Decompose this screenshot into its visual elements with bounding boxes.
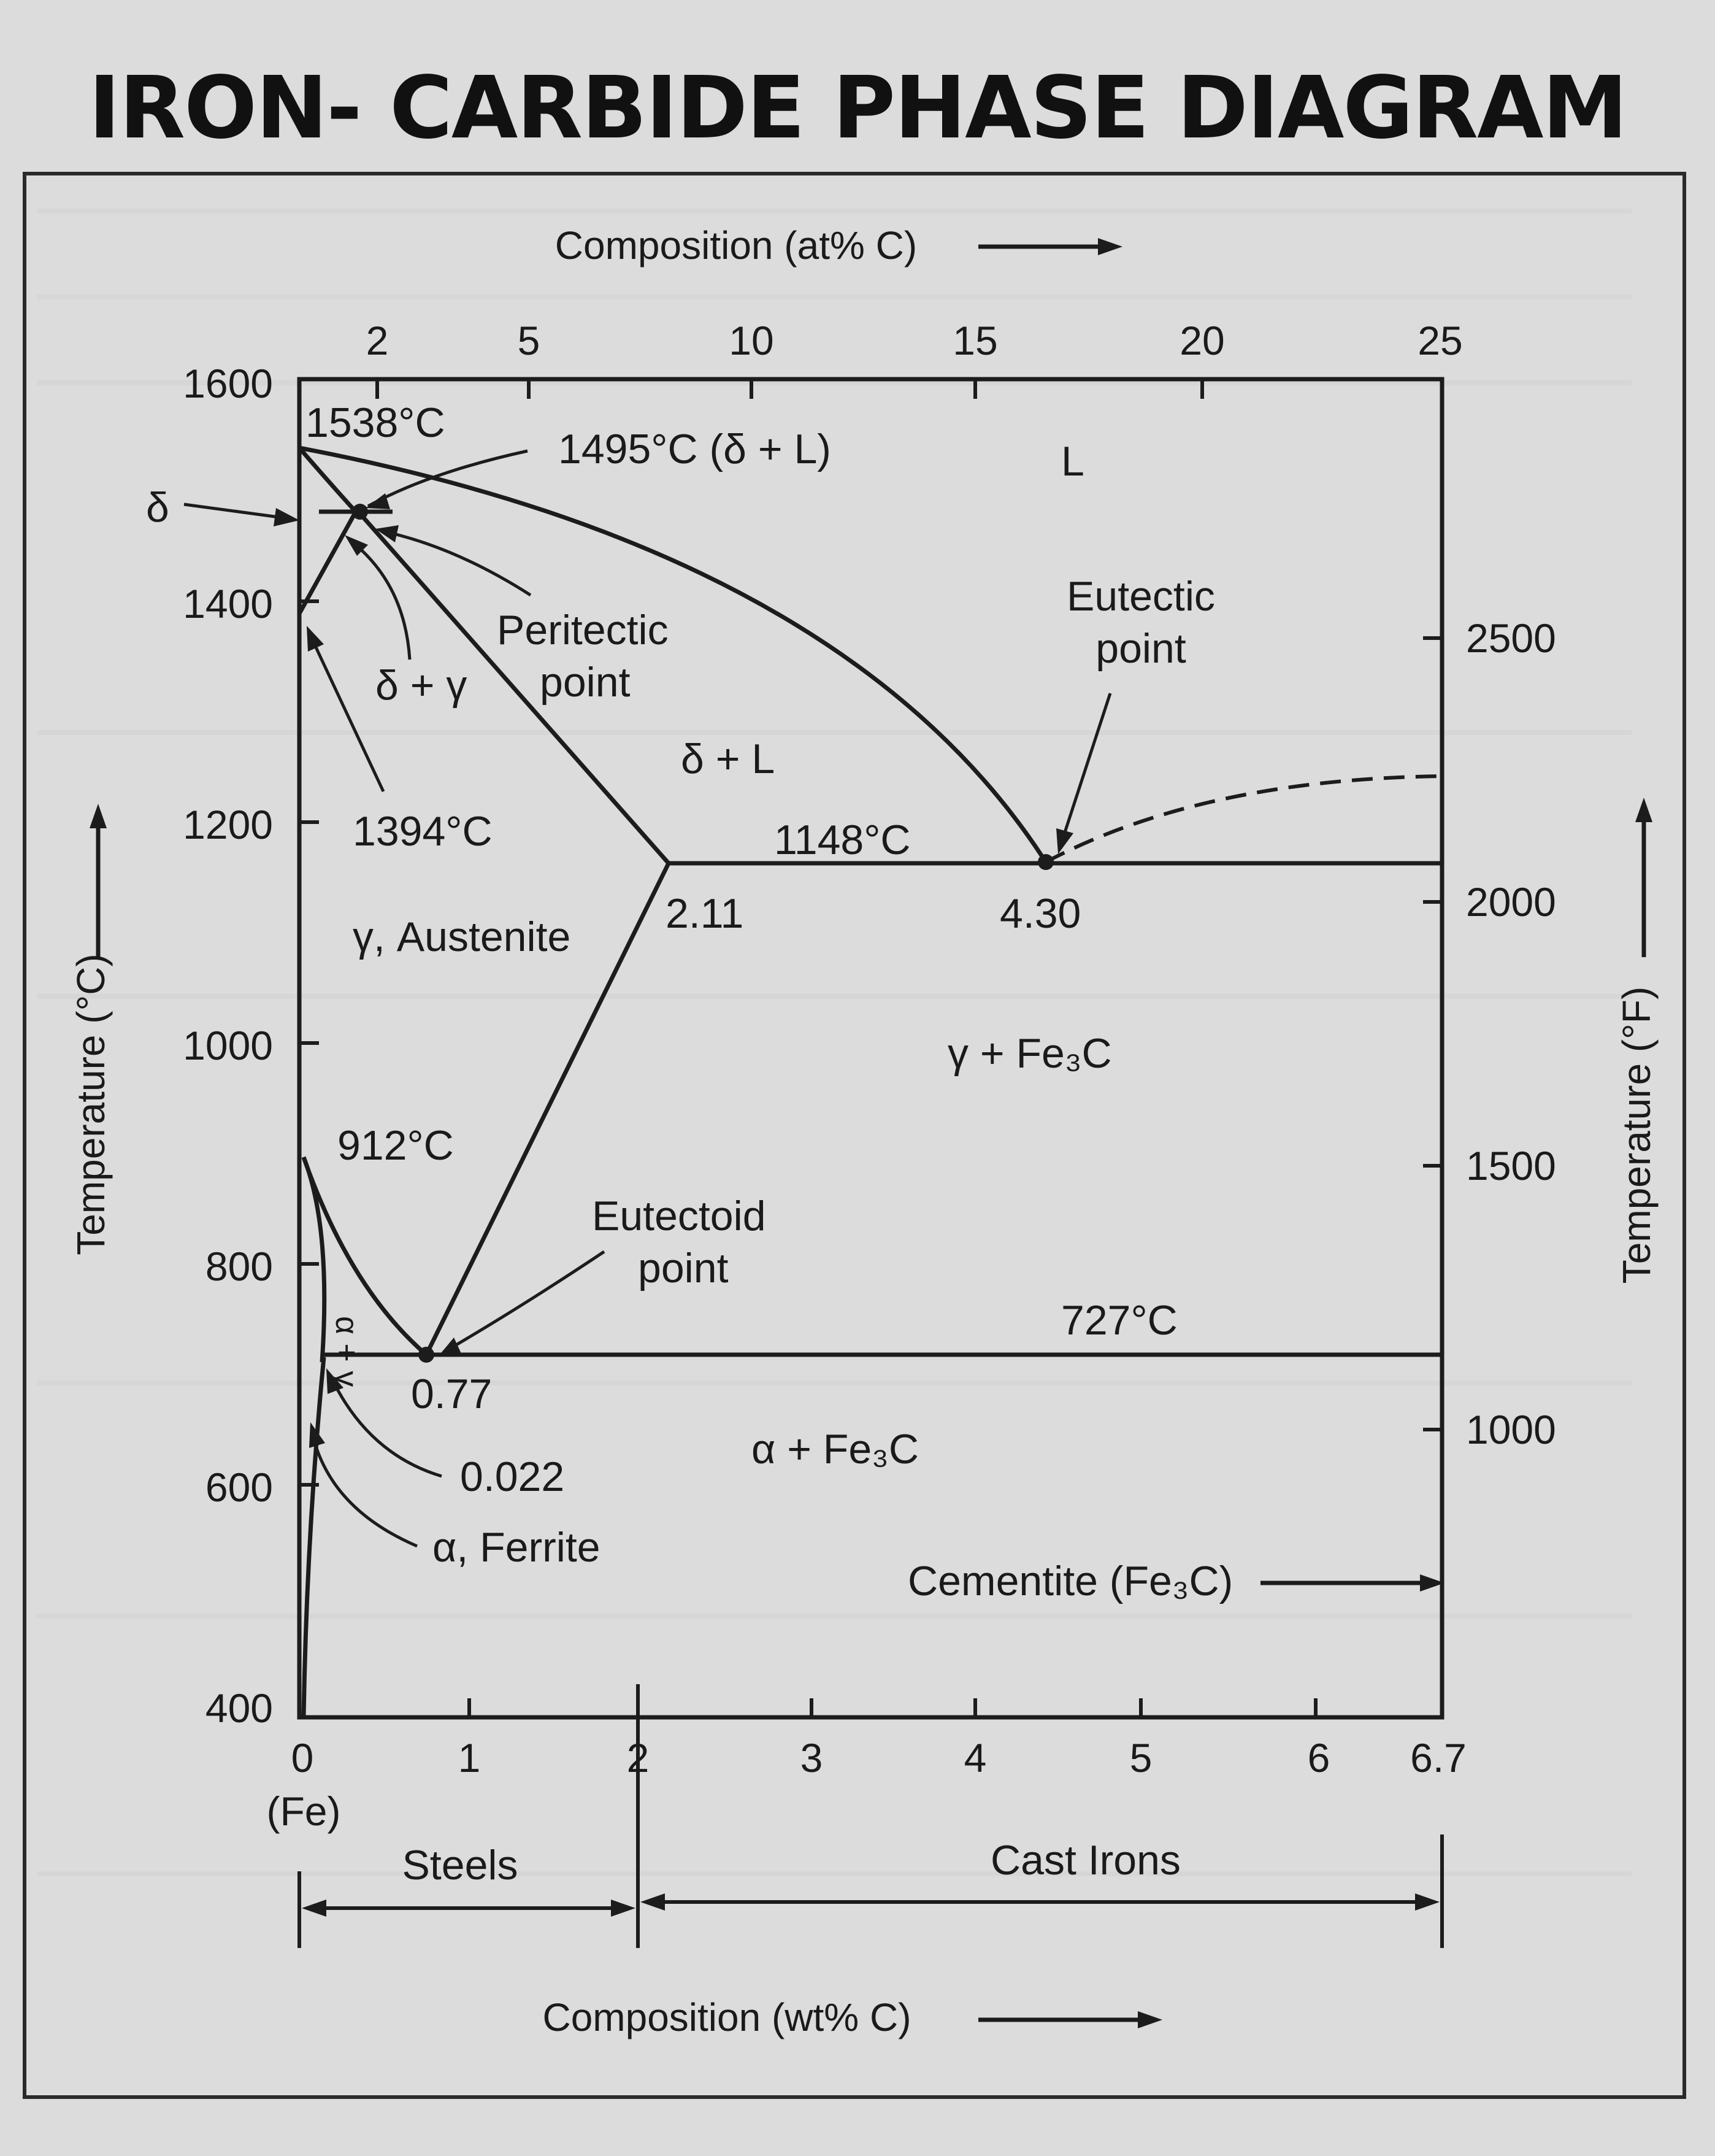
left-tick-800: 800 — [205, 1244, 273, 1289]
a3-line — [301, 1156, 428, 1357]
phase-boundaries — [297, 445, 1442, 1718]
ferrite-solvus — [301, 1357, 326, 1718]
right-tick-2500: 2500 — [1466, 615, 1556, 661]
label-2-11: 2.11 — [666, 890, 743, 937]
label-727: 727°C — [1061, 1297, 1178, 1344]
range-arrowheads — [302, 1893, 1440, 1917]
acm-line — [424, 862, 671, 1356]
label-delta-gamma: δ + γ — [375, 662, 467, 709]
label-0-022: 0.022 — [460, 1453, 564, 1500]
liquidus-line — [299, 445, 1048, 863]
gamma-solidus — [357, 510, 670, 865]
cast-irons-label: Cast Irons — [991, 1837, 1181, 1884]
top-tick-10: 10 — [729, 318, 773, 363]
top-tick-25: 25 — [1418, 318, 1462, 363]
delta-solidus — [297, 446, 358, 514]
bottom-sub-fe: (Fe) — [267, 1788, 341, 1834]
top-tick-2: 2 — [366, 318, 389, 363]
left-tick-1600: 1600 — [183, 361, 273, 406]
cementite-arrow — [1260, 1574, 1445, 1592]
bottom-axis-label: Composition (wt% C) — [542, 1995, 911, 2039]
eutectoid-dot — [418, 1347, 434, 1363]
label-eutectoid-1: Eutectoid — [592, 1193, 766, 1239]
left-axis-ticks — [299, 599, 319, 1487]
label-alpha-gamma: α + γ — [329, 1316, 364, 1387]
label-cementite: Cementite (Fe₃C) — [908, 1558, 1233, 1604]
bleed-through-text — [37, 209, 1632, 1876]
label-912: 912°C — [337, 1122, 454, 1169]
diagram-frame — [23, 172, 1686, 2099]
right-tick-1500: 1500 — [1466, 1143, 1556, 1188]
label-4-30: 4.30 — [1000, 890, 1081, 937]
left-tick-1200: 1200 — [183, 802, 273, 847]
label-1495: 1495°C (δ + L) — [558, 426, 831, 472]
label-ferrite: α, Ferrite — [432, 1524, 600, 1571]
top-axis-ticks — [375, 379, 1204, 399]
label-eutectic-1: Eutectic — [1067, 573, 1215, 620]
bottom-tick-3: 3 — [800, 1735, 823, 1781]
left-tick-600: 600 — [205, 1465, 273, 1510]
leader-arrowheads — [274, 493, 1073, 1448]
label-1394: 1394°C — [353, 808, 493, 855]
label-liquid: L — [1061, 438, 1084, 485]
bottom-tick-0: 0 — [291, 1735, 314, 1781]
left-tick-1000: 1000 — [183, 1023, 273, 1068]
right-axis-ticks — [1423, 636, 1442, 1431]
right-axis-label: Temperature (°F) — [1614, 987, 1659, 1284]
delta-gamma-upper — [297, 510, 358, 615]
label-0-77: 0.77 — [411, 1371, 492, 1417]
label-1148: 1148°C — [774, 817, 911, 863]
steels-label: Steels — [402, 1842, 518, 1888]
label-peritectic-1: Peritectic — [497, 607, 669, 653]
label-alpha-fe3c: α + Fe₃C — [751, 1426, 919, 1473]
bottom-tick-1: 1 — [458, 1735, 481, 1781]
bottom-tick-6: 6 — [1308, 1735, 1330, 1781]
bottom-tick-5: 5 — [1130, 1735, 1153, 1781]
top-axis-label: Composition (at% C) — [555, 223, 917, 268]
plot-area — [297, 377, 1445, 1720]
top-tick-20: 20 — [1180, 318, 1224, 363]
top-axis-arrow — [978, 238, 1122, 255]
label-delta-liquid: δ + L — [681, 736, 775, 782]
label-peritectic-2: point — [540, 659, 631, 706]
eutectic-dot — [1038, 854, 1054, 870]
bottom-tick-4: 4 — [964, 1735, 987, 1781]
left-tick-1400: 1400 — [183, 581, 273, 626]
bottom-axis-ticks — [467, 1684, 1318, 1736]
label-eutectoid-2: point — [638, 1245, 729, 1292]
cementite-liquidus-dashed — [1045, 774, 1443, 864]
right-axis-arrow — [1635, 798, 1652, 957]
alpha-solvus — [301, 1156, 327, 1363]
label-gamma-fe3c: γ + Fe₃C — [948, 1030, 1112, 1077]
right-tick-1000: 1000 — [1466, 1407, 1556, 1452]
label-austenite: γ, Austenite — [353, 914, 570, 960]
label-1538: 1538°C — [305, 399, 445, 446]
label-eutectic-2: point — [1095, 625, 1186, 672]
bottom-tick-6-7: 6.7 — [1410, 1735, 1467, 1781]
bottom-axis-arrow — [978, 2011, 1162, 2028]
top-tick-15: 15 — [953, 318, 997, 363]
right-tick-2000: 2000 — [1466, 879, 1556, 925]
left-tick-400: 400 — [205, 1685, 273, 1731]
top-tick-5: 5 — [518, 318, 540, 363]
range-brackets — [297, 1736, 1444, 1948]
left-axis-label: Temperature (°C) — [69, 953, 113, 1255]
peritectic-dot — [352, 504, 368, 520]
left-axis-arrow — [90, 804, 107, 957]
label-delta: δ — [146, 484, 169, 531]
page-title: IRON- CARBIDE PHASE DIAGRAM — [88, 58, 1628, 158]
